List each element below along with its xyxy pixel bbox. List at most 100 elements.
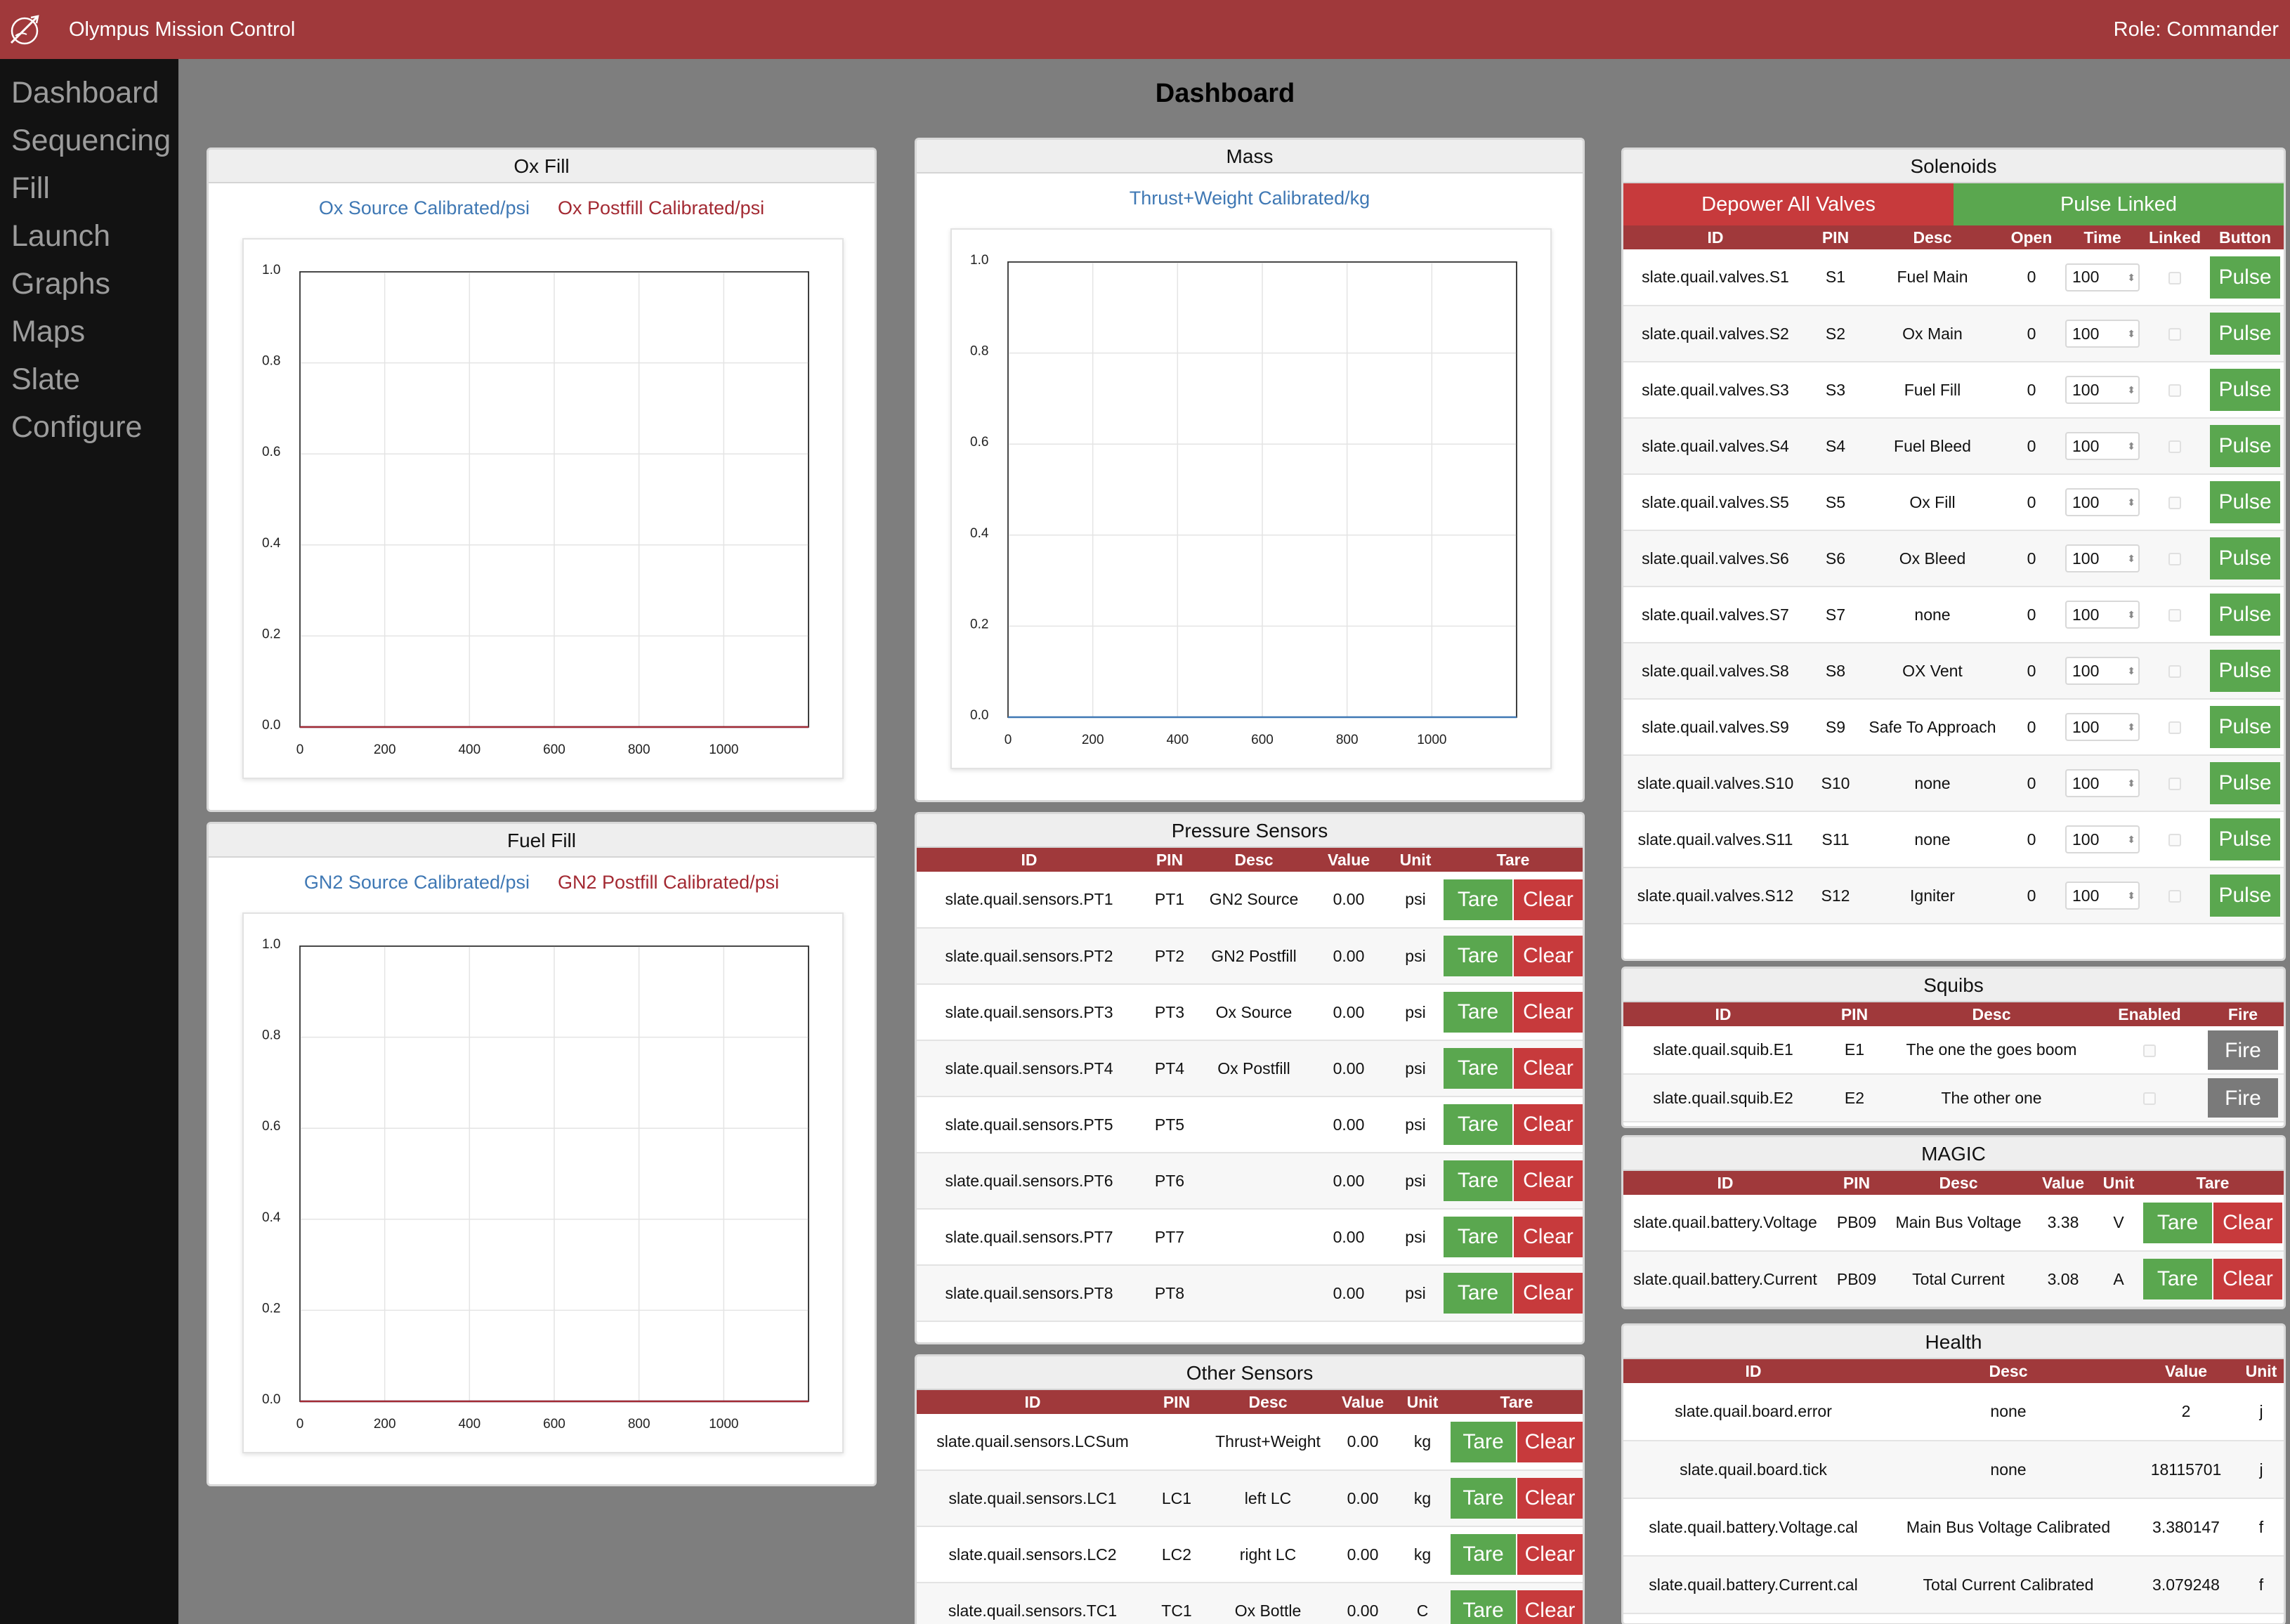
pulse-button[interactable]: Pulse	[2210, 650, 2280, 692]
linked-checkbox[interactable]	[2168, 553, 2181, 566]
stepper-arrows-icon[interactable]: ⬍	[2127, 553, 2135, 564]
linked-checkbox[interactable]	[2168, 440, 2181, 454]
clear-button[interactable]: Clear	[1517, 1421, 1583, 1462]
pulse-time-input[interactable]: 100 ⬍	[2065, 488, 2140, 516]
fire-button[interactable]: Fire	[2208, 1030, 2278, 1070]
tare-button[interactable]: Tare	[1451, 1421, 1516, 1462]
nav-slate[interactable]: Slate	[11, 362, 81, 396]
linked-checkbox[interactable]	[2168, 665, 2181, 679]
linked-checkbox[interactable]	[2168, 778, 2181, 791]
linked-checkbox[interactable]	[2168, 271, 2181, 284]
pulse-time-input[interactable]: 100 ⬍	[2065, 432, 2140, 460]
clear-button[interactable]: Clear	[1517, 1534, 1583, 1575]
clear-button[interactable]: Clear	[1514, 936, 1583, 976]
linked-checkbox[interactable]	[2168, 609, 2181, 622]
clear-button[interactable]: Clear	[1514, 992, 1583, 1033]
clear-button[interactable]: Clear	[1514, 1273, 1583, 1314]
tare-button[interactable]: Tare	[1444, 936, 1512, 976]
pulse-button[interactable]: Pulse	[2210, 313, 2280, 355]
nav-sequencing[interactable]: Sequencing	[11, 124, 171, 157]
fire-button[interactable]: Fire	[2208, 1078, 2278, 1118]
stepper-arrows-icon[interactable]: ⬍	[2127, 890, 2135, 901]
valve-time: 100 ⬍	[2062, 587, 2143, 643]
stepper-arrows-icon[interactable]: ⬍	[2127, 271, 2135, 283]
linked-checkbox[interactable]	[2168, 497, 2181, 510]
legend-ox-source[interactable]: Ox Source Calibrated/psi	[318, 197, 530, 218]
clear-button[interactable]: Clear	[1514, 879, 1583, 920]
pulse-button[interactable]: Pulse	[2210, 594, 2280, 636]
pulse-button[interactable]: Pulse	[2210, 537, 2280, 579]
tare-button[interactable]: Tare	[1444, 1273, 1512, 1314]
pulse-button[interactable]: Pulse	[2210, 481, 2280, 523]
pulse-time-input[interactable]: 100 ⬍	[2065, 713, 2140, 741]
stepper-arrows-icon[interactable]: ⬍	[2127, 778, 2135, 789]
stepper-arrows-icon[interactable]: ⬍	[2127, 384, 2135, 395]
linked-checkbox[interactable]	[2168, 721, 2181, 735]
pulse-time-input[interactable]: 100 ⬍	[2065, 263, 2140, 292]
legend-thrust-weight[interactable]: Thrust+Weight Calibrated/kg	[1129, 188, 1370, 209]
linked-checkbox[interactable]	[2168, 384, 2181, 398]
pulse-time-input[interactable]: 100 ⬍	[2065, 882, 2140, 910]
clear-button[interactable]: Clear	[2213, 1259, 2282, 1299]
pulse-time-input[interactable]: 100 ⬍	[2065, 376, 2140, 404]
clear-button[interactable]: Clear	[1517, 1478, 1583, 1519]
enabled-checkbox[interactable]	[2143, 1044, 2156, 1057]
pulse-linked-button[interactable]: Pulse Linked	[1954, 183, 2284, 225]
tare-button[interactable]: Tare	[1444, 1217, 1512, 1257]
pulse-time-input[interactable]: 100 ⬍	[2065, 769, 2140, 797]
tare-button[interactable]: Tare	[1444, 1160, 1512, 1201]
sensor-id: slate.quail.sensors.LC1	[917, 1470, 1149, 1527]
pulse-button[interactable]: Pulse	[2210, 425, 2280, 467]
pulse-time-input[interactable]: 100 ⬍	[2065, 657, 2140, 685]
stepper-arrows-icon[interactable]: ⬍	[2127, 721, 2135, 733]
pulse-button[interactable]: Pulse	[2210, 762, 2280, 804]
clear-button[interactable]: Clear	[1514, 1104, 1583, 1145]
tare-button[interactable]: Tare	[1451, 1590, 1516, 1624]
stepper-arrows-icon[interactable]: ⬍	[2127, 497, 2135, 508]
nav-maps[interactable]: Maps	[11, 315, 86, 348]
clear-button[interactable]: Clear	[1514, 1160, 1583, 1201]
pulse-time-input[interactable]: 100 ⬍	[2065, 825, 2140, 853]
pulse-button[interactable]: Pulse	[2210, 818, 2280, 860]
pulse-button[interactable]: Pulse	[2210, 369, 2280, 411]
stepper-arrows-icon[interactable]: ⬍	[2127, 440, 2135, 452]
clear-button[interactable]: Clear	[1514, 1048, 1583, 1089]
sensor-desc: Main Bus Voltage	[1886, 1195, 2031, 1252]
legend-ox-postfill[interactable]: Ox Postfill Calibrated/psi	[558, 197, 765, 218]
tare-button[interactable]: Tare	[1451, 1534, 1516, 1575]
tare-button[interactable]: Tare	[1444, 879, 1512, 920]
clear-button[interactable]: Clear	[1514, 1217, 1583, 1257]
pulse-time-input[interactable]: 100 ⬍	[2065, 544, 2140, 572]
depower-all-valves-button[interactable]: Depower All Valves	[1623, 183, 1954, 225]
linked-checkbox[interactable]	[2168, 328, 2181, 341]
clear-button[interactable]: Clear	[2213, 1202, 2282, 1243]
tare-button[interactable]: Tare	[1444, 992, 1512, 1033]
stepper-arrows-icon[interactable]: ⬍	[2127, 665, 2135, 676]
sensor-pin: PB09	[1827, 1195, 1886, 1252]
legend-gn2-source[interactable]: GN2 Source Calibrated/psi	[303, 872, 530, 893]
pulse-time-input[interactable]: 100 ⬍	[2065, 601, 2140, 629]
linked-checkbox[interactable]	[2168, 834, 2181, 847]
pulse-time-input[interactable]: 100 ⬍	[2065, 320, 2140, 348]
linked-checkbox[interactable]	[2168, 890, 2181, 903]
nav-dashboard[interactable]: Dashboard	[11, 76, 159, 110]
stepper-arrows-icon[interactable]: ⬍	[2127, 609, 2135, 620]
nav-fill[interactable]: Fill	[11, 171, 50, 205]
stepper-arrows-icon[interactable]: ⬍	[2127, 328, 2135, 339]
tare-button[interactable]: Tare	[2143, 1202, 2212, 1243]
tare-button[interactable]: Tare	[1444, 1104, 1512, 1145]
pulse-button[interactable]: Pulse	[2210, 875, 2280, 917]
clear-button[interactable]: Clear	[1517, 1590, 1583, 1624]
nav-graphs[interactable]: Graphs	[11, 267, 111, 301]
enabled-checkbox[interactable]	[2143, 1092, 2156, 1106]
pulse-button[interactable]: Pulse	[2210, 706, 2280, 748]
olympus-logo-icon[interactable]	[4, 9, 45, 50]
tare-button[interactable]: Tare	[2143, 1259, 2212, 1299]
stepper-arrows-icon[interactable]: ⬍	[2127, 834, 2135, 845]
pulse-button[interactable]: Pulse	[2210, 256, 2280, 299]
tare-button[interactable]: Tare	[1444, 1048, 1512, 1089]
legend-gn2-postfill[interactable]: GN2 Postfill Calibrated/psi	[558, 872, 780, 893]
nav-launch[interactable]: Launch	[11, 219, 111, 253]
nav-configure[interactable]: Configure	[11, 410, 143, 444]
tare-button[interactable]: Tare	[1451, 1478, 1516, 1519]
